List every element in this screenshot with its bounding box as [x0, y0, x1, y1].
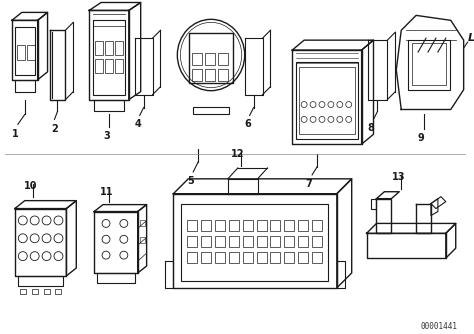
Bar [189, 33, 233, 83]
Bar [229, 252, 239, 263]
Bar [312, 236, 322, 247]
Bar [298, 236, 308, 247]
Text: 9: 9 [418, 133, 424, 143]
Text: 7: 7 [306, 179, 312, 189]
Bar [408, 40, 450, 90]
Bar [412, 43, 446, 85]
Bar [193, 107, 229, 115]
Text: 4: 4 [134, 119, 141, 129]
Bar [229, 236, 239, 247]
Bar [95, 41, 103, 55]
Text: 13: 13 [392, 172, 405, 182]
Bar [44, 289, 50, 294]
Bar [271, 220, 281, 231]
Bar [284, 220, 294, 231]
Bar [215, 236, 225, 247]
Bar [229, 220, 239, 231]
Text: 5: 5 [187, 176, 193, 186]
Bar [140, 237, 145, 243]
Text: 11: 11 [100, 187, 114, 197]
Bar [105, 41, 113, 55]
Bar [15, 27, 35, 75]
Text: 10: 10 [24, 181, 37, 191]
Bar [192, 69, 202, 81]
Bar [201, 236, 211, 247]
Text: 00001441: 00001441 [421, 323, 458, 332]
Bar [299, 67, 355, 134]
Bar [17, 45, 25, 60]
Text: 8: 8 [367, 123, 374, 133]
Bar [201, 220, 211, 231]
Text: 3: 3 [104, 131, 110, 141]
Bar [256, 236, 266, 247]
Text: 6: 6 [244, 119, 251, 129]
Bar [20, 289, 26, 294]
Bar [201, 252, 211, 263]
Bar [115, 41, 123, 55]
Bar [205, 53, 215, 65]
Bar [298, 220, 308, 231]
Text: 1: 1 [11, 129, 18, 139]
Bar [192, 53, 202, 65]
Bar [187, 220, 197, 231]
Bar [298, 252, 308, 263]
Bar [243, 236, 253, 247]
Text: L: L [468, 33, 474, 43]
Bar [205, 69, 215, 81]
Bar [284, 236, 294, 247]
Bar [105, 59, 113, 73]
Text: 12: 12 [231, 149, 245, 159]
Bar [93, 20, 125, 95]
Bar [115, 59, 123, 73]
Bar [27, 45, 35, 60]
Bar [215, 252, 225, 263]
Bar [271, 252, 281, 263]
Bar [55, 289, 62, 294]
Bar [256, 220, 266, 231]
Bar [218, 53, 228, 65]
Bar [215, 220, 225, 231]
Bar [187, 236, 197, 247]
Bar [243, 252, 253, 263]
Bar [312, 252, 322, 263]
Bar [187, 252, 197, 263]
Bar [284, 252, 294, 263]
Bar [312, 220, 322, 231]
Bar [218, 69, 228, 81]
Bar [95, 59, 103, 73]
Text: 2: 2 [51, 124, 58, 134]
Bar [181, 204, 328, 281]
Bar [243, 220, 253, 231]
Bar [271, 236, 281, 247]
Bar [296, 62, 358, 139]
Bar [32, 289, 37, 294]
Bar [140, 220, 145, 226]
Bar [256, 252, 266, 263]
